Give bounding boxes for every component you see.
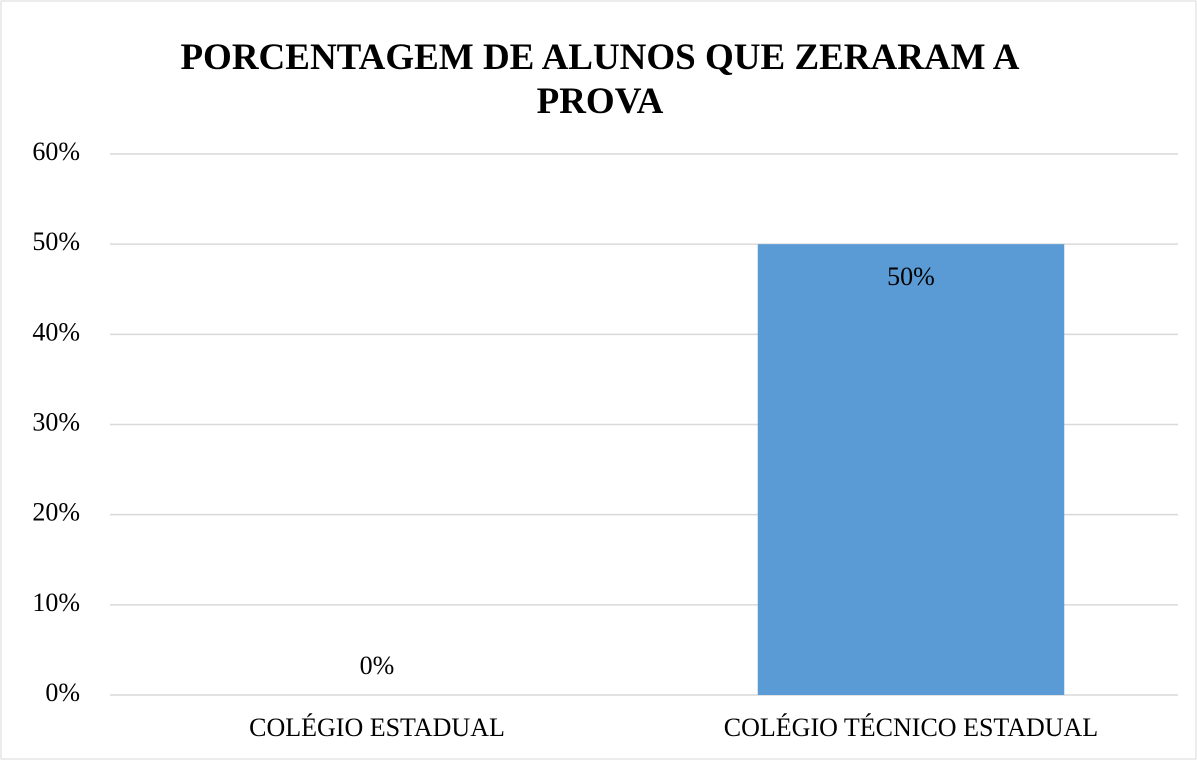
x-tick-label: COLÉGIO TÉCNICO ESTADUAL xyxy=(724,713,1098,742)
chart-title: PORCENTAGEM DE ALUNOS QUE ZERARAM A PROV… xyxy=(180,37,1020,122)
bar xyxy=(757,244,1065,695)
y-tick-label: 60% xyxy=(32,137,80,166)
data-label: 50% xyxy=(887,262,935,291)
y-tick-label: 40% xyxy=(32,317,80,346)
y-tick-label: 30% xyxy=(32,407,80,436)
y-tick-label: 0% xyxy=(45,678,80,707)
data-label: 0% xyxy=(360,651,395,680)
y-tick-label: 20% xyxy=(32,498,80,527)
x-tick-label: COLÉGIO ESTADUAL xyxy=(249,713,505,742)
y-tick-label: 50% xyxy=(32,227,80,256)
y-tick-label: 10% xyxy=(32,588,80,617)
